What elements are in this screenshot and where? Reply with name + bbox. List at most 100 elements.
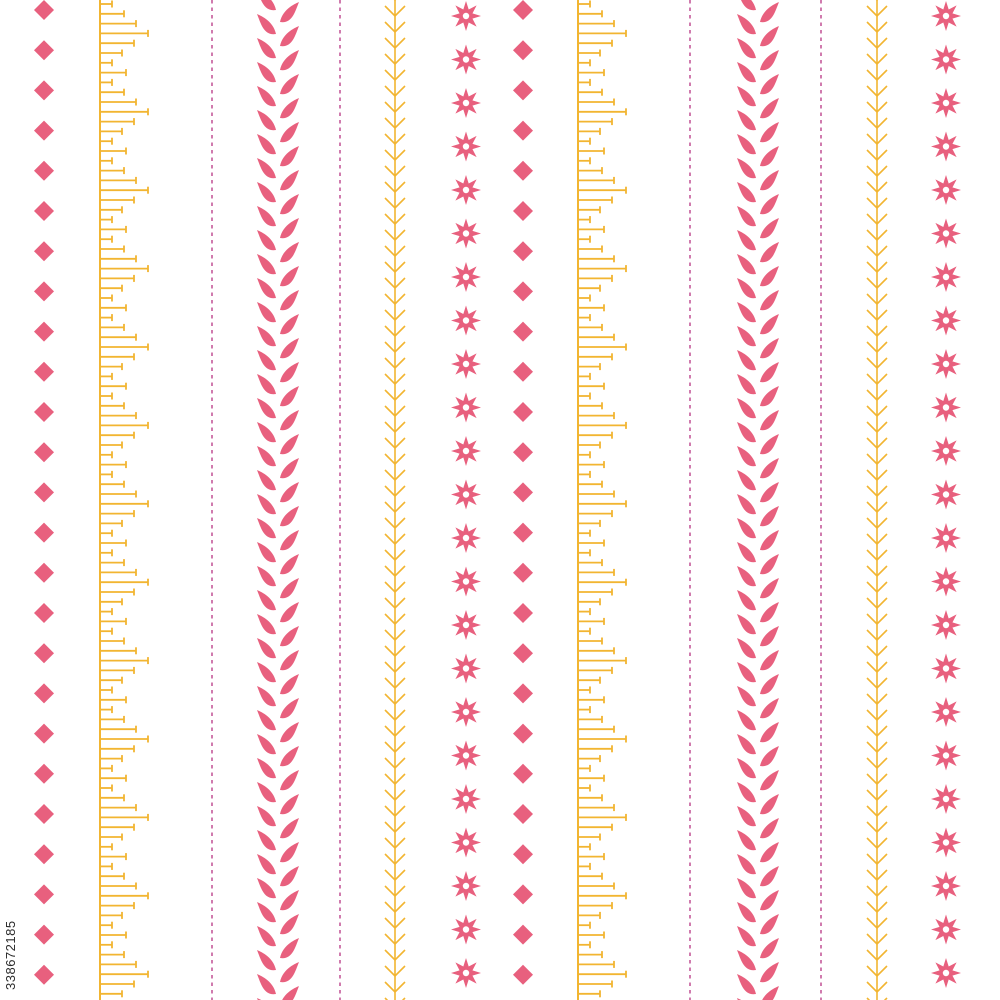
- star-flower-center: [462, 56, 470, 63]
- herringbone-chevron: [384, 261, 406, 274]
- diamond: [513, 241, 533, 262]
- herringbone-chevron: [384, 181, 406, 194]
- leaf: [257, 62, 276, 83]
- herringbone-chevron: [866, 181, 888, 194]
- herringbone-chevron: [866, 309, 888, 322]
- herringbone-chevron: [384, 37, 406, 50]
- herringbone-chevron: [866, 277, 888, 290]
- star-flower-center: [462, 404, 470, 411]
- herringbone-chevron: [384, 21, 406, 34]
- herringbone-chevron: [866, 69, 888, 82]
- herringbone-chevron: [866, 757, 888, 770]
- leaf: [760, 170, 779, 191]
- leaf: [257, 422, 276, 443]
- leaf: [760, 794, 779, 815]
- leaf: [737, 14, 756, 35]
- star-flower-center: [942, 491, 950, 498]
- leaf: [280, 290, 299, 311]
- stripe-leaf-vine: [737, 0, 779, 1000]
- herringbone-chevron: [384, 133, 406, 146]
- star-flower-center: [942, 404, 950, 411]
- star-flower-center: [942, 230, 950, 237]
- herringbone-chevron: [866, 373, 888, 386]
- leaf: [257, 926, 276, 947]
- leaf: [282, 986, 299, 1000]
- herringbone-chevron: [866, 5, 888, 18]
- leaf: [737, 86, 756, 107]
- herringbone-chevron: [384, 533, 406, 546]
- leaf: [280, 122, 299, 143]
- leaf: [737, 422, 756, 443]
- herringbone-chevron: [384, 213, 406, 226]
- herringbone-chevron: [866, 661, 888, 674]
- leaf: [737, 902, 756, 923]
- star-flower-center: [462, 926, 470, 933]
- leaf: [257, 278, 276, 299]
- leaf: [737, 158, 756, 179]
- leaf: [760, 626, 779, 647]
- herringbone-chevron: [866, 389, 888, 402]
- herringbone-chevron: [866, 517, 888, 530]
- leaf: [257, 854, 276, 875]
- diamond: [34, 281, 54, 302]
- diamond: [513, 120, 533, 141]
- leaf: [280, 674, 299, 695]
- stripe-ruler-ticks: [99, 0, 149, 1000]
- leaf: [760, 50, 779, 71]
- herringbone-chevron: [866, 453, 888, 466]
- leaf: [760, 482, 779, 503]
- herringbone-chevron: [866, 805, 888, 818]
- leaf: [737, 974, 756, 995]
- herringbone-chevron: [866, 901, 888, 914]
- star-flower-center: [942, 839, 950, 846]
- herringbone-chevron: [866, 869, 888, 882]
- herringbone-chevron: [384, 853, 406, 866]
- leaf: [257, 902, 276, 923]
- leaf: [760, 722, 779, 743]
- leaf: [760, 146, 779, 167]
- leaf: [737, 566, 756, 587]
- diamond: [513, 402, 533, 422]
- leaf: [257, 158, 276, 179]
- herringbone-chevron: [384, 581, 406, 594]
- diamond: [34, 643, 54, 664]
- leaf: [280, 50, 299, 71]
- herringbone-chevron: [384, 517, 406, 530]
- herringbone-chevron: [384, 901, 406, 914]
- herringbone-chevron: [384, 469, 406, 482]
- leaf: [737, 470, 756, 491]
- star-flower-center: [942, 969, 950, 977]
- stripe-ruler-ticks: [577, 0, 627, 1000]
- leaf: [737, 518, 756, 539]
- star-flower-center: [942, 447, 950, 455]
- leaf: [760, 386, 779, 407]
- star-flower-center: [462, 839, 470, 846]
- leaf: [257, 806, 276, 827]
- leaf: [257, 758, 276, 779]
- herringbone-chevron: [866, 965, 888, 978]
- herringbone-chevron: [384, 485, 406, 498]
- leaf: [737, 302, 756, 323]
- diamond: [513, 562, 533, 583]
- herringbone-chevron: [384, 277, 406, 290]
- leaf: [760, 506, 779, 527]
- star-flower-center: [462, 665, 470, 672]
- leaf: [760, 266, 779, 287]
- star-flower-center: [462, 578, 470, 585]
- diamond: [513, 723, 533, 744]
- diamond: [34, 120, 54, 141]
- leaf: [257, 302, 276, 323]
- leaf: [257, 734, 276, 755]
- diamond: [34, 201, 54, 221]
- diamond: [34, 241, 54, 262]
- leaf: [257, 14, 276, 35]
- herringbone-chevron: [384, 917, 406, 930]
- diamond: [34, 321, 54, 342]
- herringbone-chevron: [384, 757, 406, 770]
- star-flower-center: [942, 99, 950, 107]
- herringbone-chevron: [866, 437, 888, 450]
- diamond: [34, 562, 54, 583]
- leaf: [760, 122, 779, 143]
- leaf: [257, 494, 276, 515]
- leaf: [741, 0, 756, 11]
